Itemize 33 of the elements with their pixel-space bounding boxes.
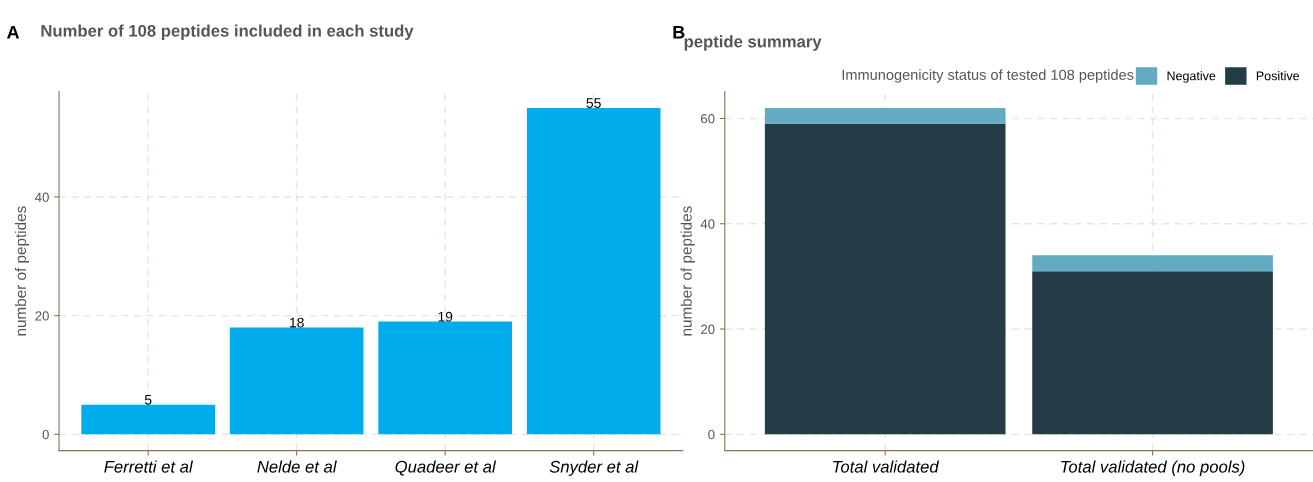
y-tick-label: 40 [700,219,715,229]
x-tick-label: Ferretti et al [104,460,194,473]
bar [526,107,661,435]
legend-label: Negative [1167,71,1216,83]
data-label: 5 [144,395,152,405]
y-axis-title: number of peptides [14,206,30,336]
x-tick-label: Quadeer et al [395,460,497,476]
chart-title: Number of 108 peptides included in each study [41,24,414,41]
y-tick-label: 60 [701,114,715,124]
bar [1032,255,1273,272]
y-tick-label: 0 [42,429,49,440]
y-tick-label: 20 [701,324,715,334]
bar [378,321,512,435]
legend-title: Immunogenicity status of tested 108 peptides [842,69,1134,83]
legend-label: Positive [1256,71,1300,81]
y-tick-label: 0 [708,429,715,440]
x-tick-label: Nelde et al [257,460,337,473]
text: A [7,25,20,39]
x-tick-label: Total validated [833,460,940,473]
bar [1032,271,1273,435]
chart-title: peptide summary [684,35,822,51]
data-label: 55 [586,98,601,108]
y-axis-title: number of peptides [680,206,695,336]
y-tick-label: 20 [35,311,49,321]
data-label: 18 [290,317,304,328]
bar [764,107,1006,124]
x-tick-label: Snyder et al [549,460,639,476]
bar [229,327,364,435]
x-tick-label: Total validated (no pools) [1061,460,1245,476]
bar [81,404,215,435]
text: B [673,25,685,39]
y-tick-label: 40 [34,192,49,202]
data-label: 19 [438,311,453,322]
